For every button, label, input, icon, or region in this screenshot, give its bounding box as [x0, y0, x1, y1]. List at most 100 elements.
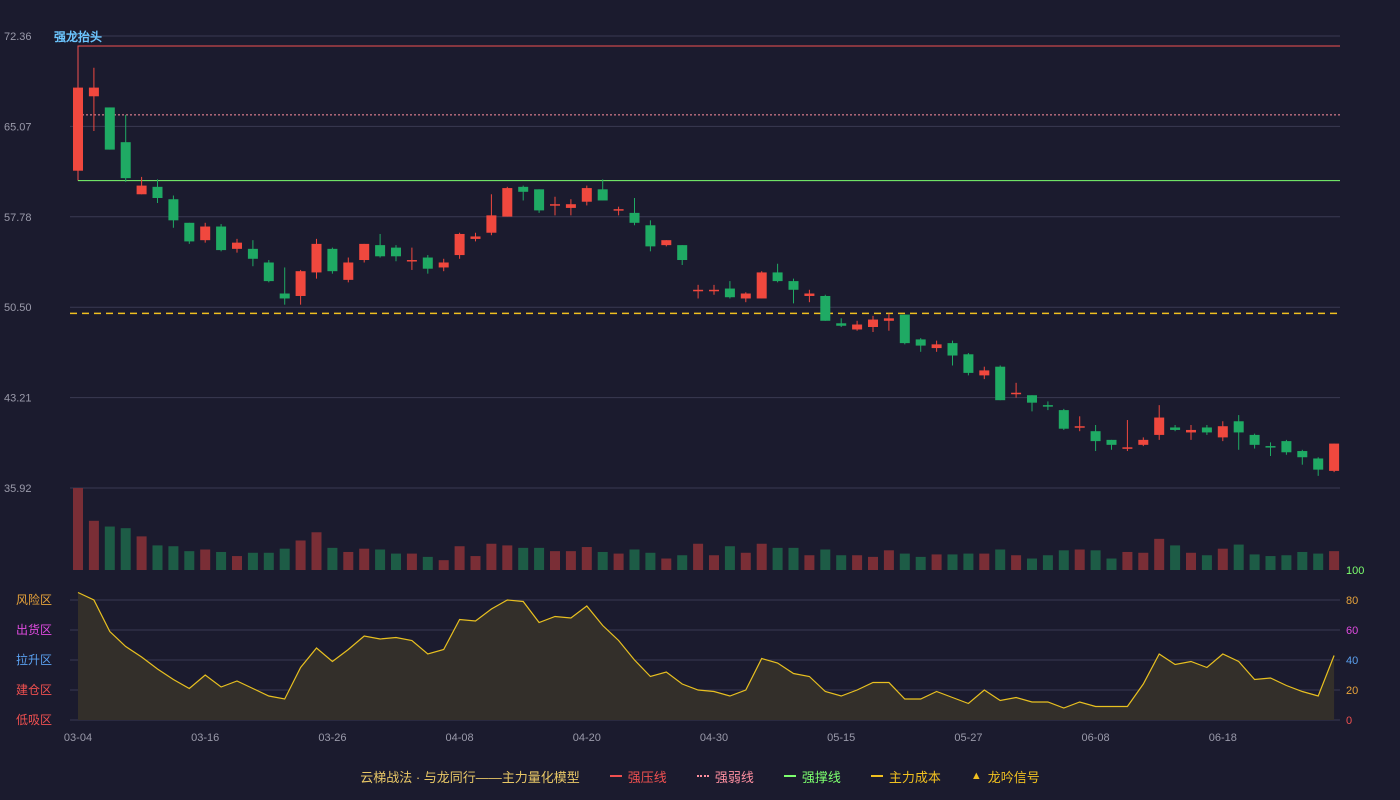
candle-body	[1154, 417, 1165, 435]
candle-body	[1042, 405, 1053, 407]
candle-body	[565, 204, 576, 208]
volume-bar	[216, 551, 227, 570]
candle-body	[852, 324, 863, 330]
legend-item-dragon-signal[interactable]: ▲ 龙吟信号	[971, 767, 1040, 786]
candle-body	[581, 188, 592, 202]
indicator-zone-label: 风险区	[16, 592, 52, 607]
stock-chart: 72.36 65.07 57.78 50.50 43.21 35.92 风险区出货区拉升区建…	[4, 29, 1364, 744]
candle-body	[1138, 439, 1149, 445]
volume-bar	[995, 549, 1006, 570]
candle-body	[868, 319, 878, 327]
volume-bar	[693, 543, 704, 570]
volume-bar	[550, 551, 560, 570]
candle-body	[502, 188, 513, 217]
candle-body	[613, 209, 624, 211]
volume-bar	[120, 528, 131, 570]
volume-layer	[73, 488, 1340, 570]
candle-body	[327, 248, 338, 272]
volume-bar	[247, 552, 258, 570]
volume-bar	[518, 547, 529, 570]
volume-bar	[677, 555, 688, 570]
legend-item-strong-pressure[interactable]: 强压线	[609, 767, 667, 786]
candle-body	[820, 295, 831, 321]
volume-bar	[1249, 554, 1260, 570]
indicator-tick-label: 80	[1346, 595, 1358, 607]
legend-label: 强撑线	[801, 769, 841, 785]
candle-body	[152, 186, 163, 198]
candle-body	[120, 142, 131, 179]
candle-body	[216, 226, 227, 251]
volume-bar	[1265, 556, 1276, 570]
candle-body	[979, 370, 990, 376]
candle-body	[88, 87, 99, 97]
x-tick-label: 05-15	[827, 732, 855, 744]
price-tick-label: 57.78	[4, 212, 32, 224]
legend-item-strong-weak[interactable]: 强弱线	[696, 767, 754, 786]
volume-bar	[661, 558, 672, 570]
indicator-zone-label: 拉升区	[16, 652, 52, 667]
volume-bar	[947, 554, 958, 570]
volume-bar	[836, 555, 847, 570]
volume-bar	[200, 549, 211, 570]
candle-body	[1027, 395, 1037, 403]
price-tick-label: 35.92	[4, 483, 32, 495]
triangle-icon: ▲	[970, 770, 982, 782]
candles-layer	[73, 67, 1340, 476]
legend: 云梯战法 · 与龙同行——主力量化模型 强压线 强弱线 强撑线 主力成本 ▲ 龙…	[0, 764, 1400, 788]
indicator-zone-label: 出货区	[16, 622, 52, 637]
candle-body	[534, 189, 545, 211]
indicator-zone-label: 低吸区	[16, 713, 52, 727]
volume-bar	[1217, 548, 1228, 570]
price-tick-label: 65.07	[4, 121, 32, 133]
volume-bar	[375, 549, 386, 570]
indicator-tick-label: 60	[1346, 625, 1358, 637]
volume-bar	[88, 520, 99, 570]
candle-body	[104, 107, 115, 150]
candle-body	[200, 226, 211, 241]
volume-bar	[788, 547, 799, 570]
legend-item-main-cost[interactable]: 主力成本	[870, 767, 941, 786]
volume-bar	[1138, 552, 1149, 570]
candle-body	[1265, 446, 1276, 448]
indicator-tick-label: 0	[1346, 715, 1352, 727]
volume-bar	[438, 560, 449, 570]
x-tick-label: 06-18	[1209, 732, 1237, 744]
candle-body	[550, 204, 560, 206]
x-tick-label: 04-30	[700, 732, 728, 744]
volume-bar	[136, 536, 147, 570]
candle-body	[1201, 427, 1212, 433]
candle-body	[232, 242, 242, 249]
volume-bar	[1170, 545, 1181, 570]
candle-body	[279, 293, 290, 299]
volume-bar	[645, 552, 656, 570]
indicator-zone-label: 建仓区	[16, 683, 52, 697]
price-tick-label: 50.50	[4, 302, 32, 314]
legend-item-strong-support[interactable]: 强撑线	[783, 767, 841, 786]
volume-bar	[73, 488, 83, 570]
volume-bar	[184, 551, 195, 570]
candle-body	[1074, 426, 1085, 428]
x-tick-label: 04-20	[573, 732, 601, 744]
candle-body	[740, 293, 751, 299]
strong-pressure-line	[77, 45, 1340, 181]
volume-bar	[534, 547, 545, 570]
candle-body	[788, 281, 799, 290]
axis-layer: 72.36 65.07 57.78 50.50 43.21 35.92 风险区出货区拉升区建…	[4, 31, 1364, 744]
price-tick-label: 72.36	[4, 31, 32, 43]
volume-bar	[852, 555, 863, 570]
volume-bar	[724, 546, 735, 570]
volume-bar	[454, 546, 465, 570]
candle-body	[995, 366, 1006, 401]
candle-body	[184, 222, 195, 242]
indicator-tick-label: 100	[1346, 565, 1364, 577]
candle-body	[247, 248, 258, 259]
volume-bar	[1329, 551, 1340, 570]
volume-bar	[899, 553, 910, 570]
volume-bar	[979, 553, 990, 570]
volume-bar	[152, 545, 163, 570]
grid-layer	[70, 35, 1340, 721]
volume-bar	[343, 551, 354, 570]
candle-body	[263, 262, 274, 282]
candle-body	[359, 243, 370, 261]
volume-bar	[963, 553, 974, 570]
